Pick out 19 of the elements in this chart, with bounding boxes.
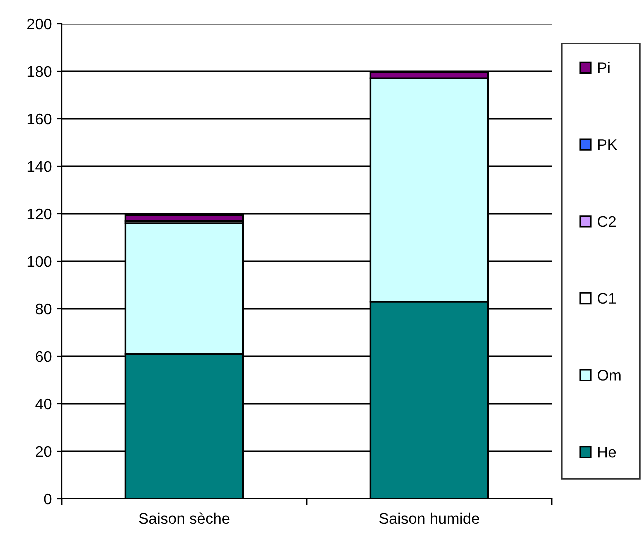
y-tick-label: 100 <box>28 256 52 268</box>
y-tick-label: 160 <box>28 114 52 125</box>
y-tick-label: 120 <box>28 208 52 220</box>
legend-label: Pi <box>598 62 610 74</box>
y-tick-label: 80 <box>36 304 52 315</box>
y-tick-label: 0 <box>44 494 52 505</box>
legend-label: He <box>598 447 616 458</box>
y-tick-label: 40 <box>36 398 52 410</box>
legend-label: C1 <box>598 293 616 304</box>
x-tick-label: Saison sèche <box>139 512 230 524</box>
legend-label: PK <box>598 140 618 150</box>
y-tick-label: 200 <box>28 18 52 30</box>
x-tick-label: Saison humide <box>380 512 480 524</box>
legend-label: Om <box>598 370 621 381</box>
y-tick-label: 140 <box>28 161 52 172</box>
y-tick-label: 20 <box>36 446 52 458</box>
y-tick-label: 60 <box>36 351 52 362</box>
y-tick-label: 180 <box>28 66 52 78</box>
legend-label: C2 <box>598 216 616 228</box>
